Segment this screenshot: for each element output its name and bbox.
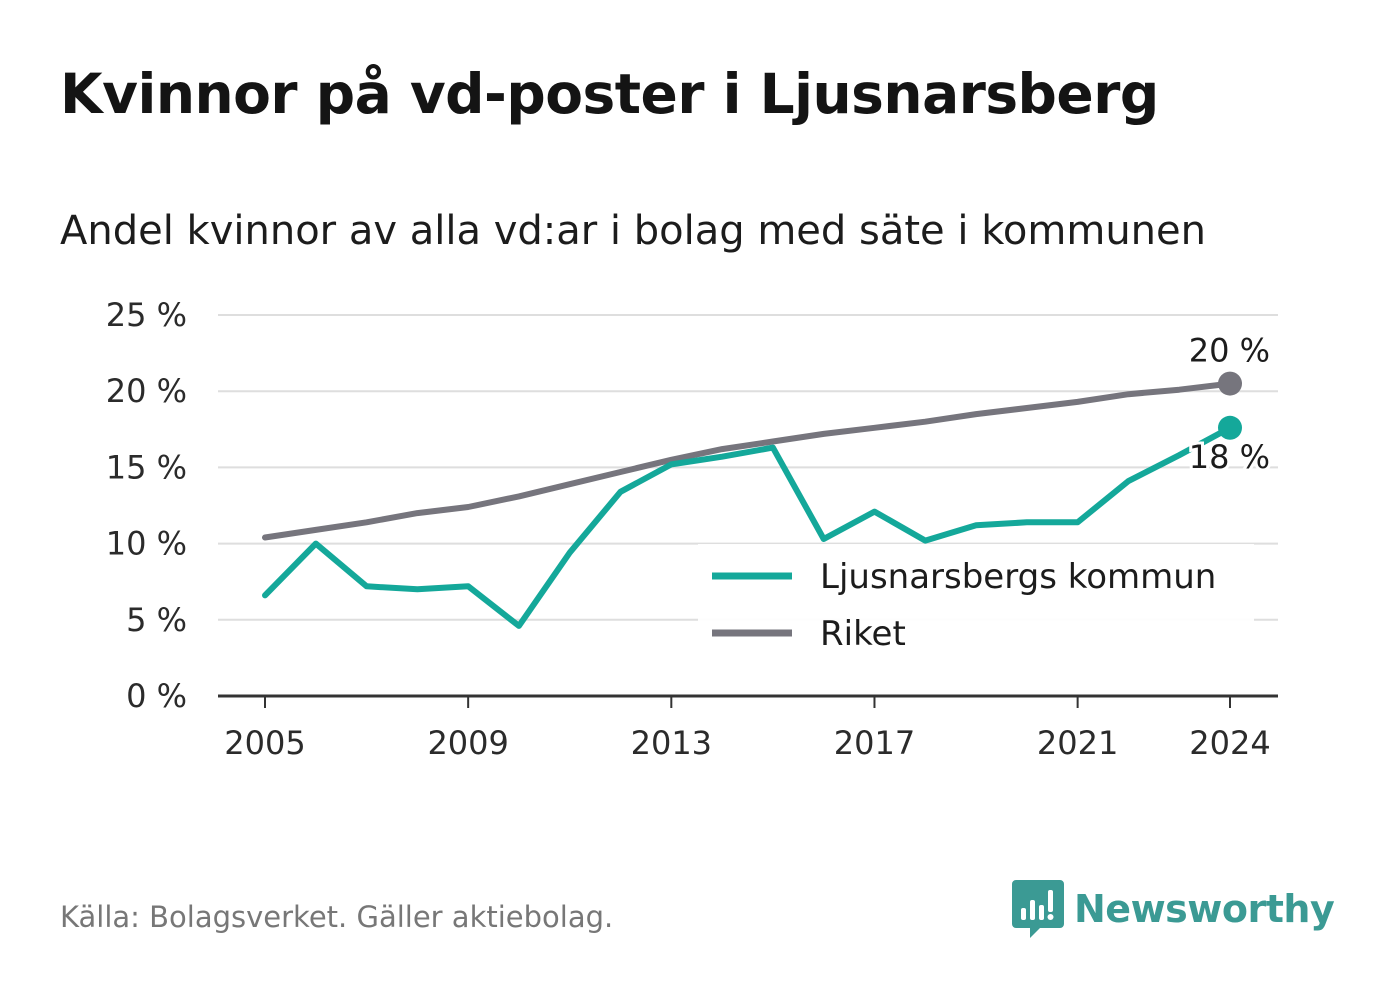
end-labels: 18 % 20 % xyxy=(1186,329,1273,479)
y-tick-label: 5 % xyxy=(126,601,187,639)
brand-name: Newsworthy xyxy=(1074,887,1335,931)
end-label: 18 % xyxy=(1189,438,1270,476)
end-label: 20 % xyxy=(1189,332,1270,370)
y-tick-label: 20 % xyxy=(106,372,187,410)
x-tick-label: 2005 xyxy=(224,724,305,762)
series-line-1 xyxy=(262,380,1233,541)
y-tick-label: 0 % xyxy=(126,677,187,715)
y-tick-label: 10 % xyxy=(106,525,187,563)
y-axis-ticks: 0 % 5 % 10 % 15 % 20 % 25 % xyxy=(106,296,187,715)
legend-background xyxy=(698,544,1254,662)
y-tick-label: 15 % xyxy=(106,448,187,486)
source-note: Källa: Bolagsverket. Gäller aktiebolag. xyxy=(60,900,614,934)
y-tick-label: 25 % xyxy=(106,296,187,334)
x-tick-label: 2024 xyxy=(1189,724,1270,762)
x-tick-label: 2009 xyxy=(427,724,508,762)
end-point xyxy=(1218,371,1242,396)
chart-subtitle: Andel kvinnor av alla vd:ar i bolag med … xyxy=(60,208,1206,254)
end-point xyxy=(1218,415,1242,440)
legend: Ljusnarsbergs kommun Riket xyxy=(698,544,1254,662)
chart-title: Kvinnor på vd-poster i Ljusnarsberg xyxy=(60,62,1159,126)
legend-label: Ljusnarsbergs kommun xyxy=(820,557,1216,597)
x-tick-label: 2021 xyxy=(1037,724,1118,762)
x-tick-label: 2017 xyxy=(834,724,915,762)
series-line-0 xyxy=(262,424,1233,629)
x-tick-label: 2013 xyxy=(631,724,712,762)
gridlines xyxy=(218,314,1278,698)
x-axis-ticks: 2005 2009 2013 2017 2021 2024 xyxy=(224,696,1271,762)
legend-label: Riket xyxy=(820,614,906,654)
brand-logo: Newsworthy xyxy=(1010,878,1335,940)
newsworthy-logo-icon xyxy=(1012,880,1064,938)
series-layer xyxy=(262,380,1233,629)
